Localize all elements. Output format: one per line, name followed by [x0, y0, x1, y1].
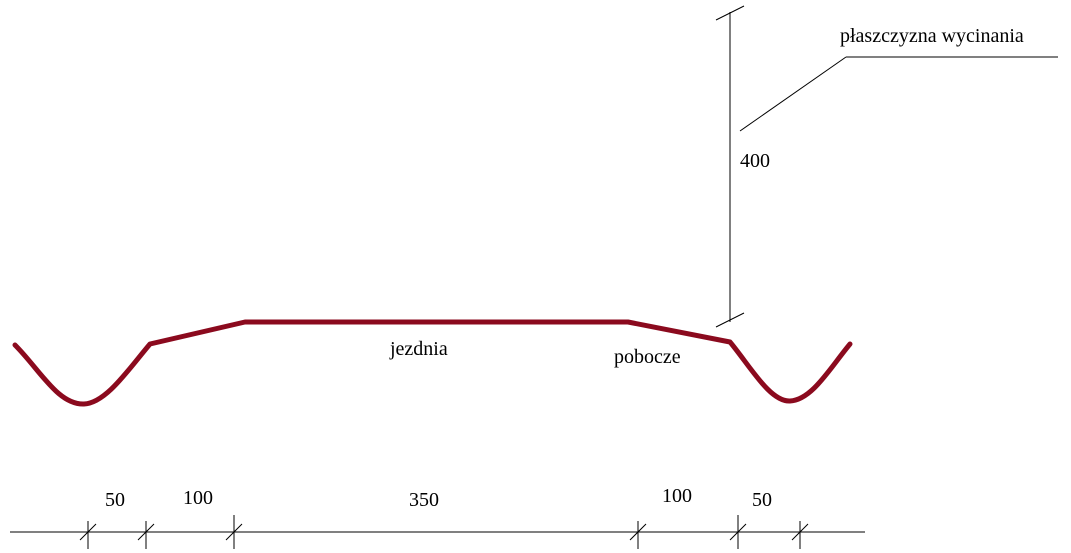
dimension-tick-6 [791, 523, 809, 541]
cutting-plane-callout: płaszczyzna wycinania [739, 25, 1058, 132]
height-dimension-label: 400 [740, 150, 770, 172]
dimension-right-shoulder: 100 [662, 485, 692, 507]
dimension-tick-5 [729, 523, 747, 541]
dimension-left-shoulder: 100 [183, 487, 213, 509]
dimension-tick-2 [137, 523, 155, 541]
roadway-label: jezdnia [389, 338, 448, 360]
dimension-left-ditch: 50 [105, 489, 125, 511]
cutting-plane-leader-line [739, 56, 847, 132]
dimension-tick-4 [629, 523, 647, 541]
dimension-tick-1 [79, 523, 97, 541]
height-dimension: 400 [715, 5, 770, 328]
height-dimension-top-tick [715, 5, 745, 21]
horizontal-dimension: 50 100 350 100 50 [10, 485, 865, 549]
road-profile-line [12, 319, 853, 407]
cutting-plane-label: płaszczyzna wycinania [840, 25, 1024, 47]
shoulder-label: pobocze [614, 346, 681, 368]
dimension-roadway: 350 [409, 489, 439, 511]
height-dimension-bottom-tick [715, 312, 745, 328]
dimension-tick-3 [225, 523, 243, 541]
dimension-right-ditch: 50 [752, 489, 772, 511]
